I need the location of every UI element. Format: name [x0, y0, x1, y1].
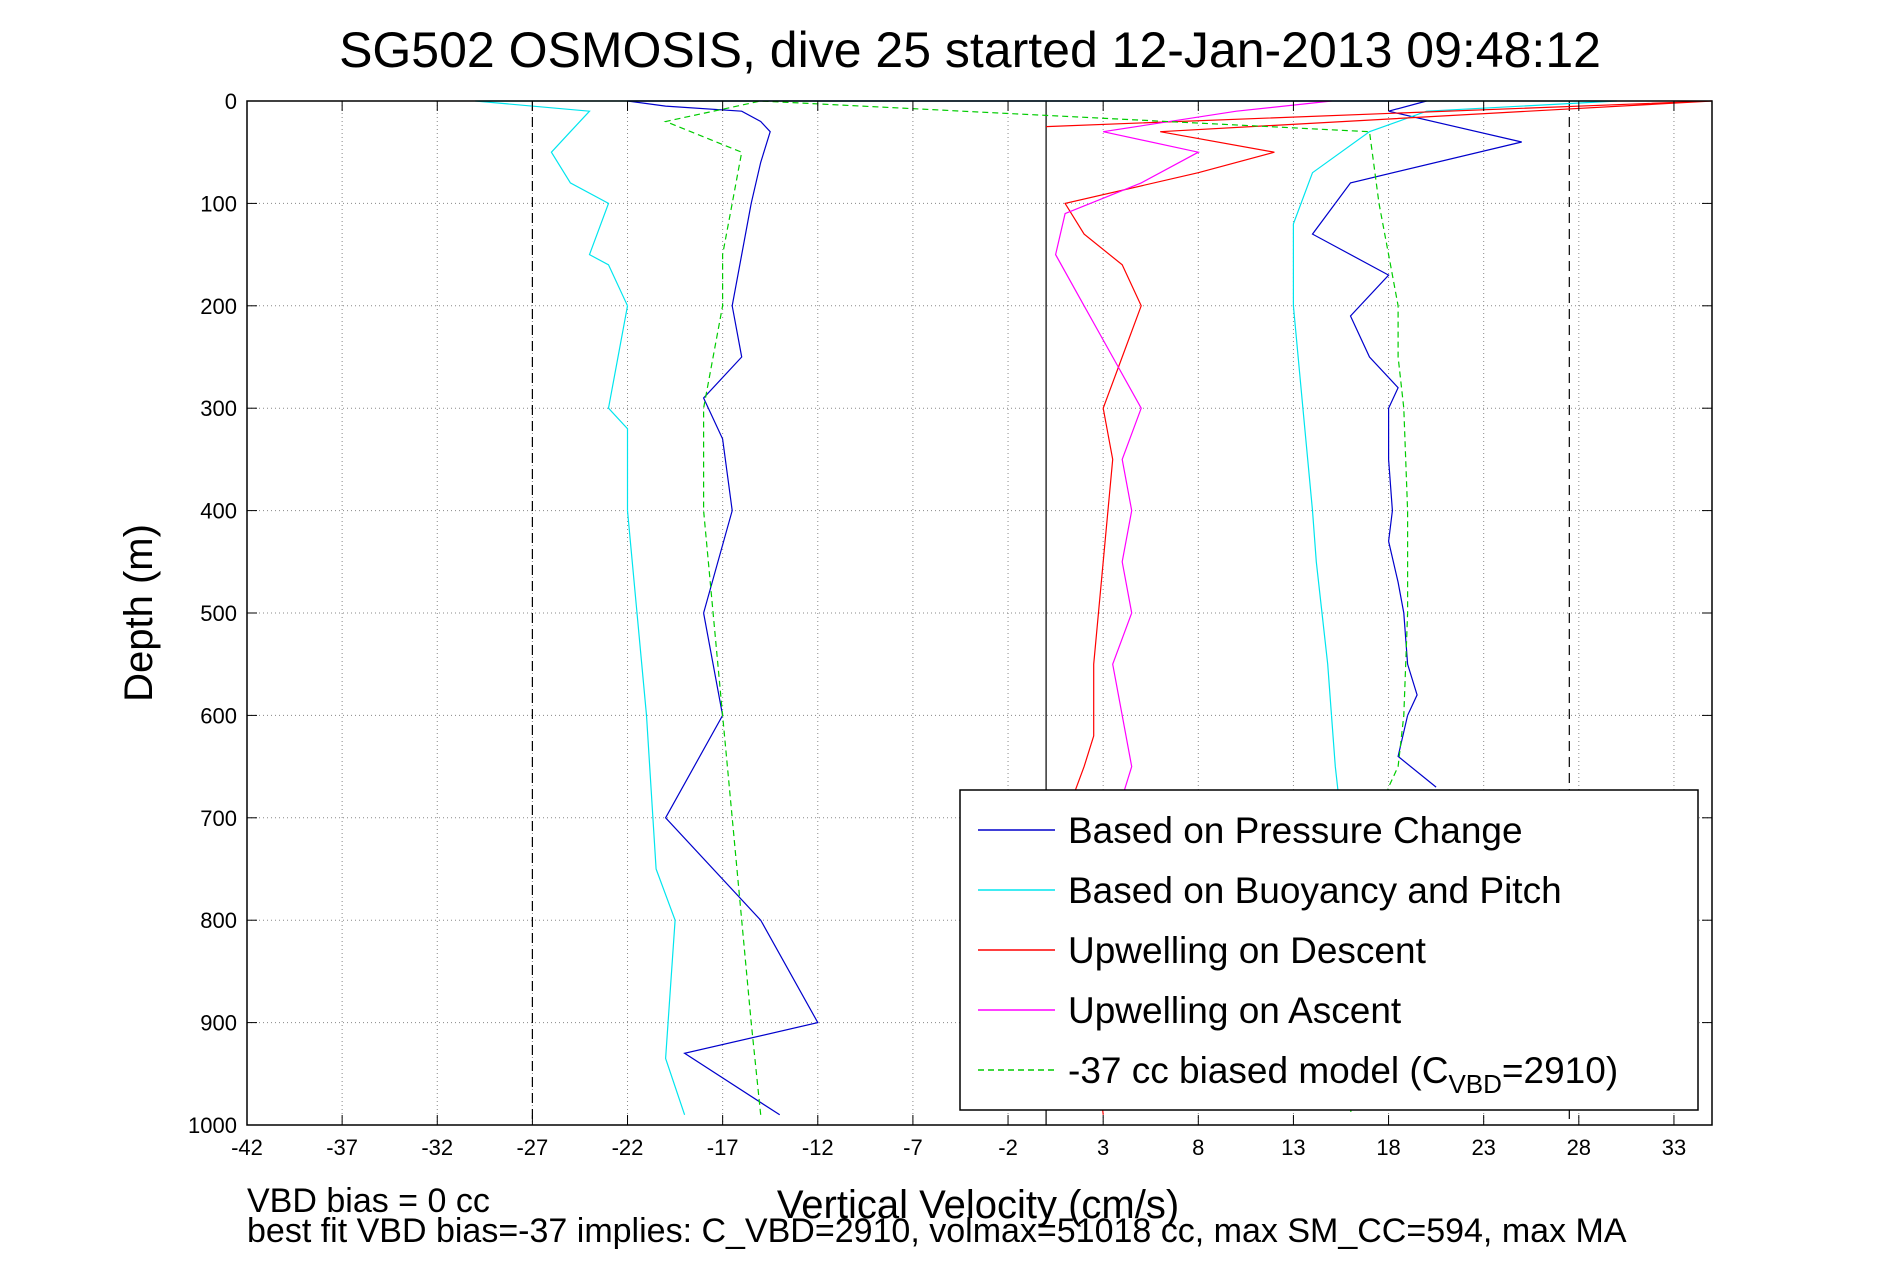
y-tick-label: 900: [200, 1011, 237, 1036]
series-line-2: [475, 100, 1617, 1115]
legend-label: Upwelling on Descent: [1068, 930, 1427, 971]
y-tick-label: 0: [225, 89, 237, 114]
legend-label: Based on Buoyancy and Pitch: [1068, 870, 1562, 911]
legend-box: [959, 789, 1699, 1111]
legend-label: Upwelling on Ascent: [1068, 990, 1402, 1031]
x-tick-label: -37: [326, 1135, 358, 1160]
y-tick-label: 600: [200, 703, 237, 728]
x-axis-label: Vertical Velocity (cm/s): [777, 1183, 1179, 1227]
y-axis-label: Depth (m): [117, 524, 161, 702]
legend-label: Based on Pressure Change: [1068, 810, 1523, 851]
y-tick-label: 200: [200, 294, 237, 319]
x-axis-ticks: -42 -37 -32 -27 -22 -17 -12 -7 -2 3 8 13 18 23 28 33: [231, 101, 1686, 1160]
x-tick-label: 8: [1192, 1135, 1204, 1160]
legend-label: -37 cc biased model (CVBD=2910): [1068, 1050, 1618, 1099]
footer-line-1: VBD bias = 0 cc: [247, 1182, 490, 1220]
x-tick-label: 33: [1662, 1135, 1686, 1160]
y-tick-label: 100: [200, 191, 237, 216]
y-tick-label: 1000: [188, 1113, 237, 1138]
x-tick-label: -17: [707, 1135, 739, 1160]
y-tick-label: 700: [200, 806, 237, 831]
x-tick-label: 3: [1097, 1135, 1109, 1160]
series-line-5: [663, 100, 1409, 1115]
x-tick-label: -12: [802, 1135, 834, 1160]
y-tick-label: 400: [200, 499, 237, 524]
x-tick-label: -7: [903, 1135, 923, 1160]
footer-line-2: best fit VBD bias=-37 implies: C_VBD=291…: [247, 1212, 1627, 1250]
y-tick-label: 800: [200, 908, 237, 933]
y-axis-ticks: 0 100 200 300 400 500 600 700 800 900 1000: [188, 89, 1712, 1138]
x-tick-label: -27: [516, 1135, 548, 1160]
series-line-4: [1054, 100, 1332, 798]
x-tick-label: -32: [421, 1135, 453, 1160]
x-tick-label: -2: [998, 1135, 1018, 1160]
x-tick-label: -42: [231, 1135, 263, 1160]
x-tick-label: 23: [1471, 1135, 1495, 1160]
x-tick-label: 18: [1376, 1135, 1400, 1160]
chart-title: SG502 OSMOSIS, dive 25 started 12-Jan-20…: [339, 22, 1601, 78]
y-tick-label: 300: [200, 396, 237, 421]
x-tick-label: 13: [1281, 1135, 1305, 1160]
x-tick-label: 28: [1567, 1135, 1591, 1160]
x-tick-label: -22: [612, 1135, 644, 1160]
y-tick-label: 500: [200, 601, 237, 626]
legend: Based on Pressure Change Based on Buoyanc…: [959, 789, 1699, 1111]
grid-lines: [246, 100, 1712, 1126]
